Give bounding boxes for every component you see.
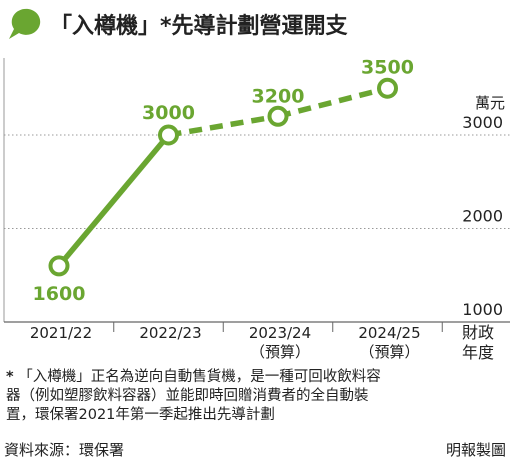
data-point-1 [158, 124, 179, 146]
footnote: * 「入樽機」正名為逆向自動售貨機，是一種可回收飲料容 器（例如塑膠飲料容器）並… [6, 368, 508, 425]
y-tick-label-3000: 3000 [462, 113, 503, 132]
data-label-3: 3500 [361, 56, 414, 78]
footnote-marker: * [6, 369, 14, 385]
x-tick-sublabel-2: （預算） [250, 343, 310, 361]
y-tick-label-1000: 1000 [462, 300, 503, 319]
data-label-layer: 1600 3000 3200 3500 [33, 56, 414, 305]
y-axis-unit: 萬元 [475, 94, 505, 112]
source-note: 資料來源：環保署 [4, 441, 125, 459]
data-point-0 [48, 255, 70, 277]
series-segment-2 [277, 85, 389, 119]
graphic-credit: 明報製圖 [445, 441, 506, 459]
x-tick-sublabel-3: （預算） [359, 343, 419, 361]
x-axis-title-line-1: 財政 [462, 323, 494, 342]
data-point-2 [267, 105, 289, 127]
x-tick-label-0: 2021/22 [30, 324, 92, 342]
footnote-line-3: 置，環保署2021年第一季起推出先導計劃 [6, 407, 275, 423]
x-axis-title-line-2: 年度 [462, 343, 494, 362]
chart-header: 「入樽機」*先導計劃營運開支 [9, 8, 349, 39]
data-label-2: 3200 [252, 85, 305, 107]
data-label-1: 3000 [142, 102, 195, 124]
footnote-line-1: * 「入樽機」正名為逆向自動售貨機，是一種可回收飲料容 [6, 369, 381, 385]
footnote-line-2: 器（例如塑膠飲料容器）並能即時回贈消費者的全自動裝 [6, 388, 369, 404]
x-tick-label-1: 2022/23 [139, 324, 201, 342]
x-tick-label-2: 2023/24 [249, 324, 311, 342]
y-tick-label-2000: 2000 [462, 207, 503, 226]
x-tick-label-3: 2024/25 [358, 324, 420, 342]
chart-title: 「入樽機」*先導計劃營運開支 [50, 13, 349, 39]
line-chart: 「入樽機」*先導計劃營運開支 萬元 1000 2000 3000 2021/22 202… [3, 8, 510, 362]
series-layer [48, 77, 398, 277]
series-segment-1 [168, 113, 279, 138]
data-label-0: 1600 [33, 283, 86, 305]
speech-bubble-icon [9, 8, 41, 39]
series-segment-0 [56, 133, 171, 268]
data-point-3 [377, 77, 398, 99]
